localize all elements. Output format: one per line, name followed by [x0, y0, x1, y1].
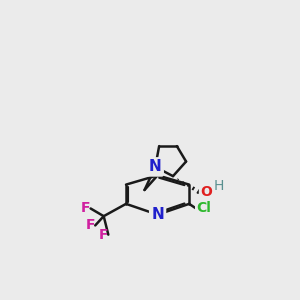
Text: F: F — [86, 218, 95, 233]
Text: N: N — [149, 159, 162, 174]
Text: Cl: Cl — [196, 202, 211, 215]
Text: F: F — [99, 228, 109, 242]
Text: N: N — [151, 207, 164, 222]
Text: O: O — [200, 184, 212, 199]
Text: F: F — [81, 202, 91, 215]
Text: H: H — [213, 179, 224, 193]
